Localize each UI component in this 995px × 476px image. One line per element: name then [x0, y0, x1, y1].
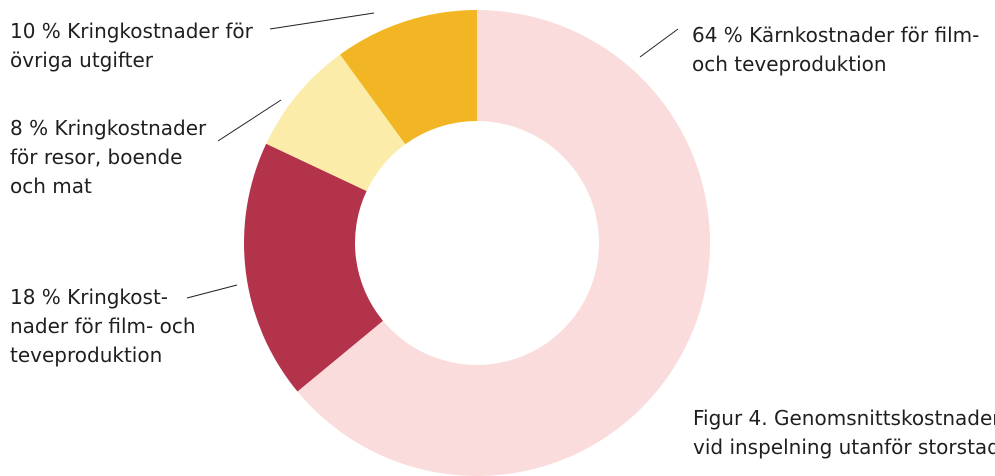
slice-label-line: och teveproduktion — [692, 52, 887, 76]
leader-line-1 — [186, 284, 238, 299]
donut-slice-1 — [244, 143, 383, 392]
leader-line-2 — [217, 99, 282, 142]
slice-label-0: 64 % Kärnkostnader för film-och teveprod… — [692, 23, 979, 76]
slice-label-line: 18 % Kringkost- — [10, 285, 168, 309]
caption-line-1: Figur 4. Genomsnittskostnader — [693, 406, 995, 430]
slice-labels: 64 % Kärnkostnader för film-och teveprod… — [10, 19, 979, 367]
donut-slice-2 — [266, 54, 406, 192]
donut-slice-0 — [297, 10, 710, 476]
slice-label-line: 64 % Kärnkostnader för film- — [692, 23, 979, 47]
figure-caption: Figur 4. Genomsnittskostnader vid inspel… — [693, 404, 995, 462]
slice-label-2: 8 % Kringkostnader för resor, boende och m… — [10, 116, 207, 198]
slice-label-line: 10 % Kringkostnader för — [10, 19, 254, 43]
donut-slices — [244, 10, 710, 476]
label-leaders — [186, 12, 679, 299]
caption-line-2: vid inspelning utanför storstad — [693, 435, 995, 459]
slice-label-line: nader för film- och — [10, 314, 196, 338]
leader-line-0 — [639, 28, 679, 58]
slice-label-line: för resor, boende — [10, 145, 182, 169]
slice-label-line: övriga utgifter — [10, 48, 154, 72]
slice-label-1: 18 % Kringkost-nader för film- och tevepr… — [10, 285, 196, 367]
donut-slice-3 — [340, 10, 477, 145]
leader-line-3 — [269, 12, 375, 30]
slice-label-line: teveproduktion — [10, 343, 162, 367]
slice-label-3: 10 % Kringkostnader för övriga utgifter — [10, 19, 254, 72]
slice-label-line: 8 % Kringkostnader — [10, 116, 207, 140]
slice-label-line: och mat — [10, 174, 92, 198]
